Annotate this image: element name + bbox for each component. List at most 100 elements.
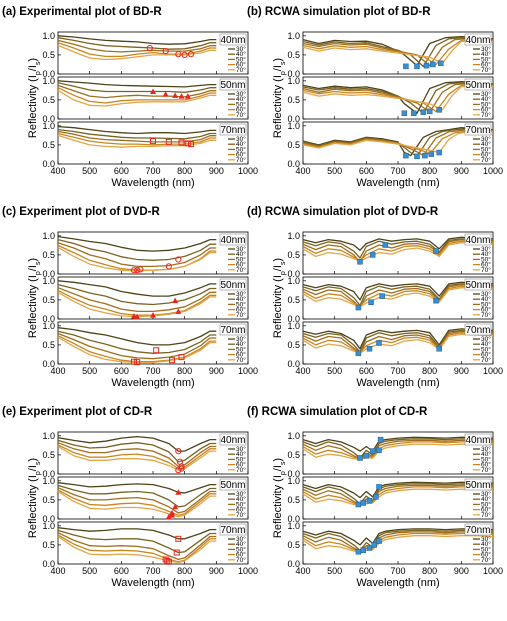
y-tick-label: 1.0 bbox=[287, 276, 300, 286]
legend-label: 60° bbox=[481, 551, 491, 559]
y-tick-label: 1.0 bbox=[42, 431, 55, 441]
series-line-40° bbox=[57, 439, 217, 463]
data-marker bbox=[373, 494, 379, 500]
y-tick-label: 0.5 bbox=[287, 340, 300, 350]
data-marker bbox=[165, 263, 172, 270]
y-tick-label: 1.0 bbox=[42, 476, 55, 486]
data-marker bbox=[175, 489, 182, 495]
data-marker bbox=[355, 501, 362, 508]
thickness-box bbox=[219, 323, 247, 336]
y-tick-label: 1.0 bbox=[287, 121, 300, 131]
x-tick-label: 900 bbox=[209, 366, 224, 376]
data-marker bbox=[414, 153, 420, 160]
series-line-70° bbox=[302, 287, 494, 308]
legend-label: 60° bbox=[481, 506, 491, 514]
y-tick-label: 1.0 bbox=[287, 31, 300, 41]
data-marker bbox=[360, 547, 366, 554]
series-line-60° bbox=[302, 332, 494, 354]
y-tick-label: 1.0 bbox=[42, 76, 55, 86]
legend-label: 50° bbox=[236, 145, 246, 153]
thickness-box bbox=[219, 78, 247, 91]
thickness-label: 40nm bbox=[465, 435, 490, 446]
panel-b: (b) RCWA simulation plot of BD-R 0.0 0.5 1.… bbox=[247, 6, 503, 189]
x-tick-label: 400 bbox=[295, 166, 310, 176]
data-marker bbox=[150, 88, 156, 95]
series-line-30° bbox=[57, 327, 217, 346]
y-tick-label: 0.0 bbox=[287, 559, 300, 569]
legend-label: 70° bbox=[236, 156, 246, 164]
data-marker bbox=[134, 359, 141, 366]
legend-label: 40° bbox=[481, 50, 491, 58]
legend-label: 60° bbox=[236, 506, 246, 514]
y-axis-label: Reflectivity (Ip/Is) bbox=[272, 258, 287, 338]
legend-label: 70° bbox=[236, 66, 246, 74]
y-tick-label: 1.0 bbox=[42, 521, 55, 531]
y-tick-label: 0.0 bbox=[287, 314, 300, 324]
legend-label: 30° bbox=[236, 135, 246, 143]
x-tick-label: 800 bbox=[422, 566, 437, 576]
series-line-50° bbox=[302, 330, 494, 354]
y-axis-label: Reflectivity (Ip/Is) bbox=[27, 58, 42, 138]
y-tick-label: 0.0 bbox=[287, 514, 300, 524]
data-marker bbox=[134, 313, 141, 320]
data-marker bbox=[184, 140, 191, 147]
thickness-label: 40nm bbox=[465, 35, 490, 46]
legend-label: 50° bbox=[481, 145, 491, 153]
series-line-60° bbox=[57, 489, 217, 516]
legend-label: 30° bbox=[236, 90, 246, 98]
series-line-50° bbox=[302, 283, 494, 309]
data-marker bbox=[436, 345, 442, 352]
legend-label: 40° bbox=[236, 140, 246, 148]
series-line-70° bbox=[302, 39, 494, 64]
thickness-box bbox=[219, 123, 247, 136]
data-marker bbox=[184, 93, 191, 99]
legend-label: 30° bbox=[236, 335, 246, 343]
data-marker bbox=[355, 304, 362, 311]
data-marker bbox=[162, 47, 169, 55]
thickness-box bbox=[219, 433, 247, 446]
thickness-box bbox=[464, 33, 492, 46]
series-line-30° bbox=[302, 80, 494, 114]
legend-label: 50° bbox=[481, 55, 491, 63]
series-line-50° bbox=[57, 84, 217, 99]
data-marker bbox=[169, 512, 175, 518]
x-tick-label: 900 bbox=[454, 166, 469, 176]
legend-label: 60° bbox=[236, 461, 246, 469]
legend-label: 70° bbox=[481, 156, 491, 164]
legend-label: 30° bbox=[236, 490, 246, 498]
series-line-50° bbox=[57, 287, 217, 313]
thickness-box bbox=[219, 523, 247, 536]
data-marker bbox=[357, 455, 363, 461]
x-tick-label: 400 bbox=[295, 366, 310, 376]
data-marker bbox=[420, 109, 427, 115]
data-marker bbox=[438, 60, 444, 67]
panel-title: (a) Experimental plot of BD-R bbox=[2, 6, 162, 18]
legend-label: 30° bbox=[481, 245, 491, 253]
legend-label: 40° bbox=[481, 140, 491, 148]
x-tick-label: 1000 bbox=[238, 166, 258, 176]
series-line-40° bbox=[302, 329, 494, 353]
series-line-60° bbox=[57, 289, 217, 316]
x-tick-label: 900 bbox=[454, 366, 469, 376]
y-axis-label: Reflectivity (Ip/Is) bbox=[27, 258, 42, 338]
x-tick-label: 400 bbox=[295, 566, 310, 576]
legend-label: 40° bbox=[236, 495, 246, 503]
y-tick-label: 1.0 bbox=[287, 431, 300, 441]
y-tick-label: 0.5 bbox=[42, 140, 55, 150]
data-marker bbox=[363, 452, 370, 459]
series-line-50° bbox=[302, 238, 494, 263]
data-marker bbox=[164, 557, 171, 564]
series-line-50° bbox=[57, 532, 217, 561]
thickness-label: 70nm bbox=[465, 125, 490, 136]
series-line-70° bbox=[57, 336, 217, 364]
legend-label: 50° bbox=[236, 300, 246, 308]
x-tick-label: 800 bbox=[177, 366, 192, 376]
series-line-60° bbox=[57, 87, 217, 104]
y-tick-label: 0.0 bbox=[42, 159, 55, 169]
panel-title: (e) Experiment plot of CD-R bbox=[2, 406, 153, 418]
legend-label: 60° bbox=[481, 106, 491, 114]
legend-label: 50° bbox=[236, 55, 246, 63]
series-line-40° bbox=[57, 238, 217, 261]
legend-label: 70° bbox=[236, 356, 246, 364]
